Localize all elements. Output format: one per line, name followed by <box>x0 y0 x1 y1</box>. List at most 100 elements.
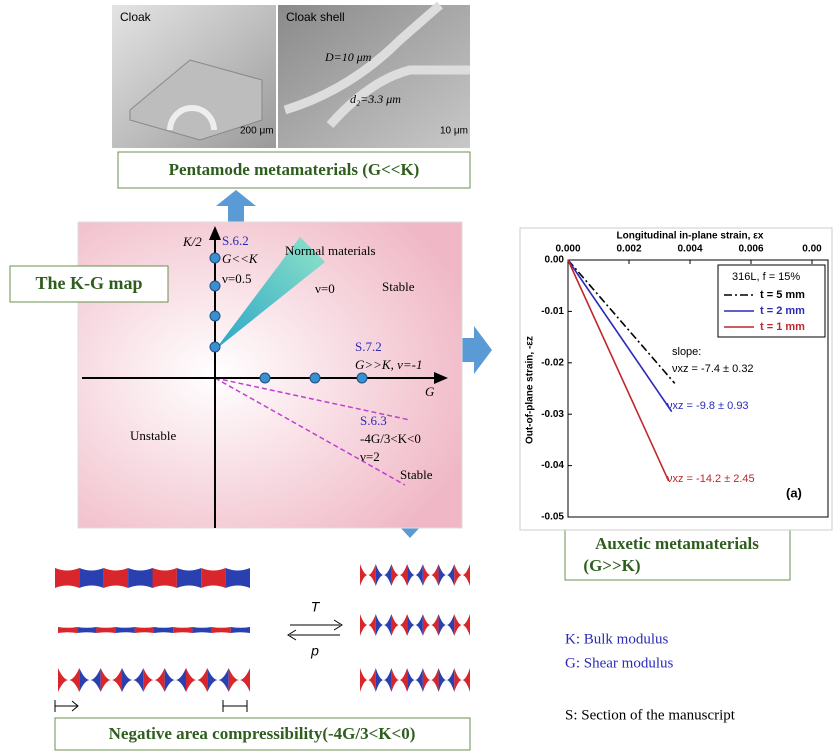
axis-label: K/2 <box>182 234 202 249</box>
y-tick-label: -0.02 <box>541 357 564 368</box>
ribbon-segment <box>391 614 407 636</box>
ribbon-segment <box>360 614 376 636</box>
ribbon-segment <box>58 627 77 633</box>
annotation: νxz = -14.2 ± 2.45 <box>667 473 755 485</box>
ribbon-segment <box>122 668 143 692</box>
ribbon-segment <box>376 668 392 692</box>
point <box>357 373 367 383</box>
dimension: d₂=3.3 μm <box>350 92 401 106</box>
dimension: D=10 μm <box>324 50 372 64</box>
x-tick-label: 0.000 <box>555 244 580 255</box>
ribbon-segment <box>360 668 376 692</box>
ribbon-segment <box>177 568 201 588</box>
arrow-label: p <box>310 643 319 659</box>
scale-bar: 200 μm <box>240 126 274 137</box>
ribbon-segment <box>454 564 470 586</box>
ribbon-segment <box>423 668 439 692</box>
width-marker <box>55 700 247 712</box>
y-axis-title: Out-of-plane strain, -εz <box>525 336 536 444</box>
ribbon-segment <box>101 668 122 692</box>
ribbon-segment <box>96 627 115 633</box>
ribbon-segment <box>192 627 211 633</box>
annotation: νxz = -7.4 ± 0.32 <box>672 363 754 375</box>
ribbon-segment <box>212 627 231 633</box>
condition: ν=0 <box>315 281 335 296</box>
ribbons <box>55 564 470 692</box>
ribbon-segment <box>229 668 250 692</box>
ribbon-segment <box>423 614 439 636</box>
scale-bar: 10 μm <box>440 126 468 137</box>
point <box>260 373 270 383</box>
ribbon-segment <box>439 614 455 636</box>
legend-label: t = 1 mm <box>760 321 805 333</box>
legend-label: t = 5 mm <box>760 289 805 301</box>
x-tick-label: 0.002 <box>616 244 641 255</box>
ribbon-segment <box>154 627 173 633</box>
ribbon-segment <box>201 568 225 588</box>
point <box>310 373 320 383</box>
box-title: Pentamode metamaterials (G<<K) <box>169 160 420 179</box>
ribbon-segment <box>104 568 128 588</box>
region: Normal materials <box>285 243 376 258</box>
ribbon-segment <box>128 568 152 588</box>
ribbon-segment <box>116 627 135 633</box>
ribbon-segment <box>165 668 186 692</box>
ribbon-segment <box>391 564 407 586</box>
ribbon-segment <box>376 564 392 586</box>
annotation: (a) <box>786 485 802 500</box>
y-tick-label: -0.04 <box>541 460 564 471</box>
annotation: slope: <box>672 346 701 358</box>
ribbon-segment <box>207 668 228 692</box>
ribbon-segment <box>226 568 250 588</box>
condition: G>>K, ν=-1 <box>355 357 422 372</box>
condition: ν=0.5 <box>222 271 251 286</box>
ribbon-segment <box>231 627 250 633</box>
ribbon-segment <box>77 627 96 633</box>
point <box>210 311 220 321</box>
x-tick-label: 0.004 <box>677 244 702 255</box>
ribbon-segment <box>153 568 177 588</box>
section: S.6.3 <box>360 413 387 428</box>
ribbon-segment <box>186 668 207 692</box>
point <box>210 281 220 291</box>
x-tick-label: 0.00 <box>802 244 822 255</box>
ribbon-segment <box>55 568 79 588</box>
region: Stable <box>400 467 433 482</box>
ribbon-segment <box>454 668 470 692</box>
box-title: Negative area compressibility(-4G/3<K<0) <box>109 724 416 743</box>
figure: Cloak Cloak shell 200 μm 10 μm D=10 μm d… <box>0 0 833 753</box>
condition: -4G/3<K<0 <box>360 431 421 446</box>
point <box>210 342 220 352</box>
section: S.6.2 <box>222 233 249 248</box>
box-title: The K-G map <box>35 273 142 293</box>
page: {"top_panel":{"left_label":"Cloak","righ… <box>0 0 833 753</box>
x-axis-title: Longitudinal in-plane strain, εx <box>617 231 764 242</box>
note: K: Bulk modulus <box>565 631 669 647</box>
ribbon-segment <box>423 564 439 586</box>
y-tick-label: -0.05 <box>541 512 564 523</box>
ribbon-segment <box>407 564 423 586</box>
ribbon-segment <box>79 568 103 588</box>
box-title: (G>>K) <box>583 556 640 575</box>
box-title: Auxetic metamaterials <box>595 534 759 553</box>
ribbon-segment <box>407 614 423 636</box>
ribbon-segment <box>79 668 100 692</box>
note: G: Shear modulus <box>565 655 673 671</box>
region: Stable <box>382 279 415 294</box>
ribbon-segment <box>173 627 192 633</box>
note: S: Section of the manuscript <box>565 707 736 723</box>
ribbon-segment <box>439 564 455 586</box>
x-tick-label: 0.006 <box>738 244 763 255</box>
annotation: νxz = -9.8 ± 0.93 <box>667 400 749 412</box>
ribbon-segment <box>439 668 455 692</box>
ribbon-segment <box>135 627 154 633</box>
ribbon-segment <box>58 668 79 692</box>
point <box>210 253 220 263</box>
ribbon-segment <box>143 668 164 692</box>
image-label: Cloak shell <box>286 10 345 24</box>
y-tick-label: -0.03 <box>541 409 564 420</box>
strain-chart: Longitudinal in-plane strain, εx Out-of-… <box>520 228 832 530</box>
legend-title: 316L, f = 15% <box>732 271 800 283</box>
y-tick-label: 0.00 <box>545 255 565 266</box>
region: Unstable <box>130 428 176 443</box>
